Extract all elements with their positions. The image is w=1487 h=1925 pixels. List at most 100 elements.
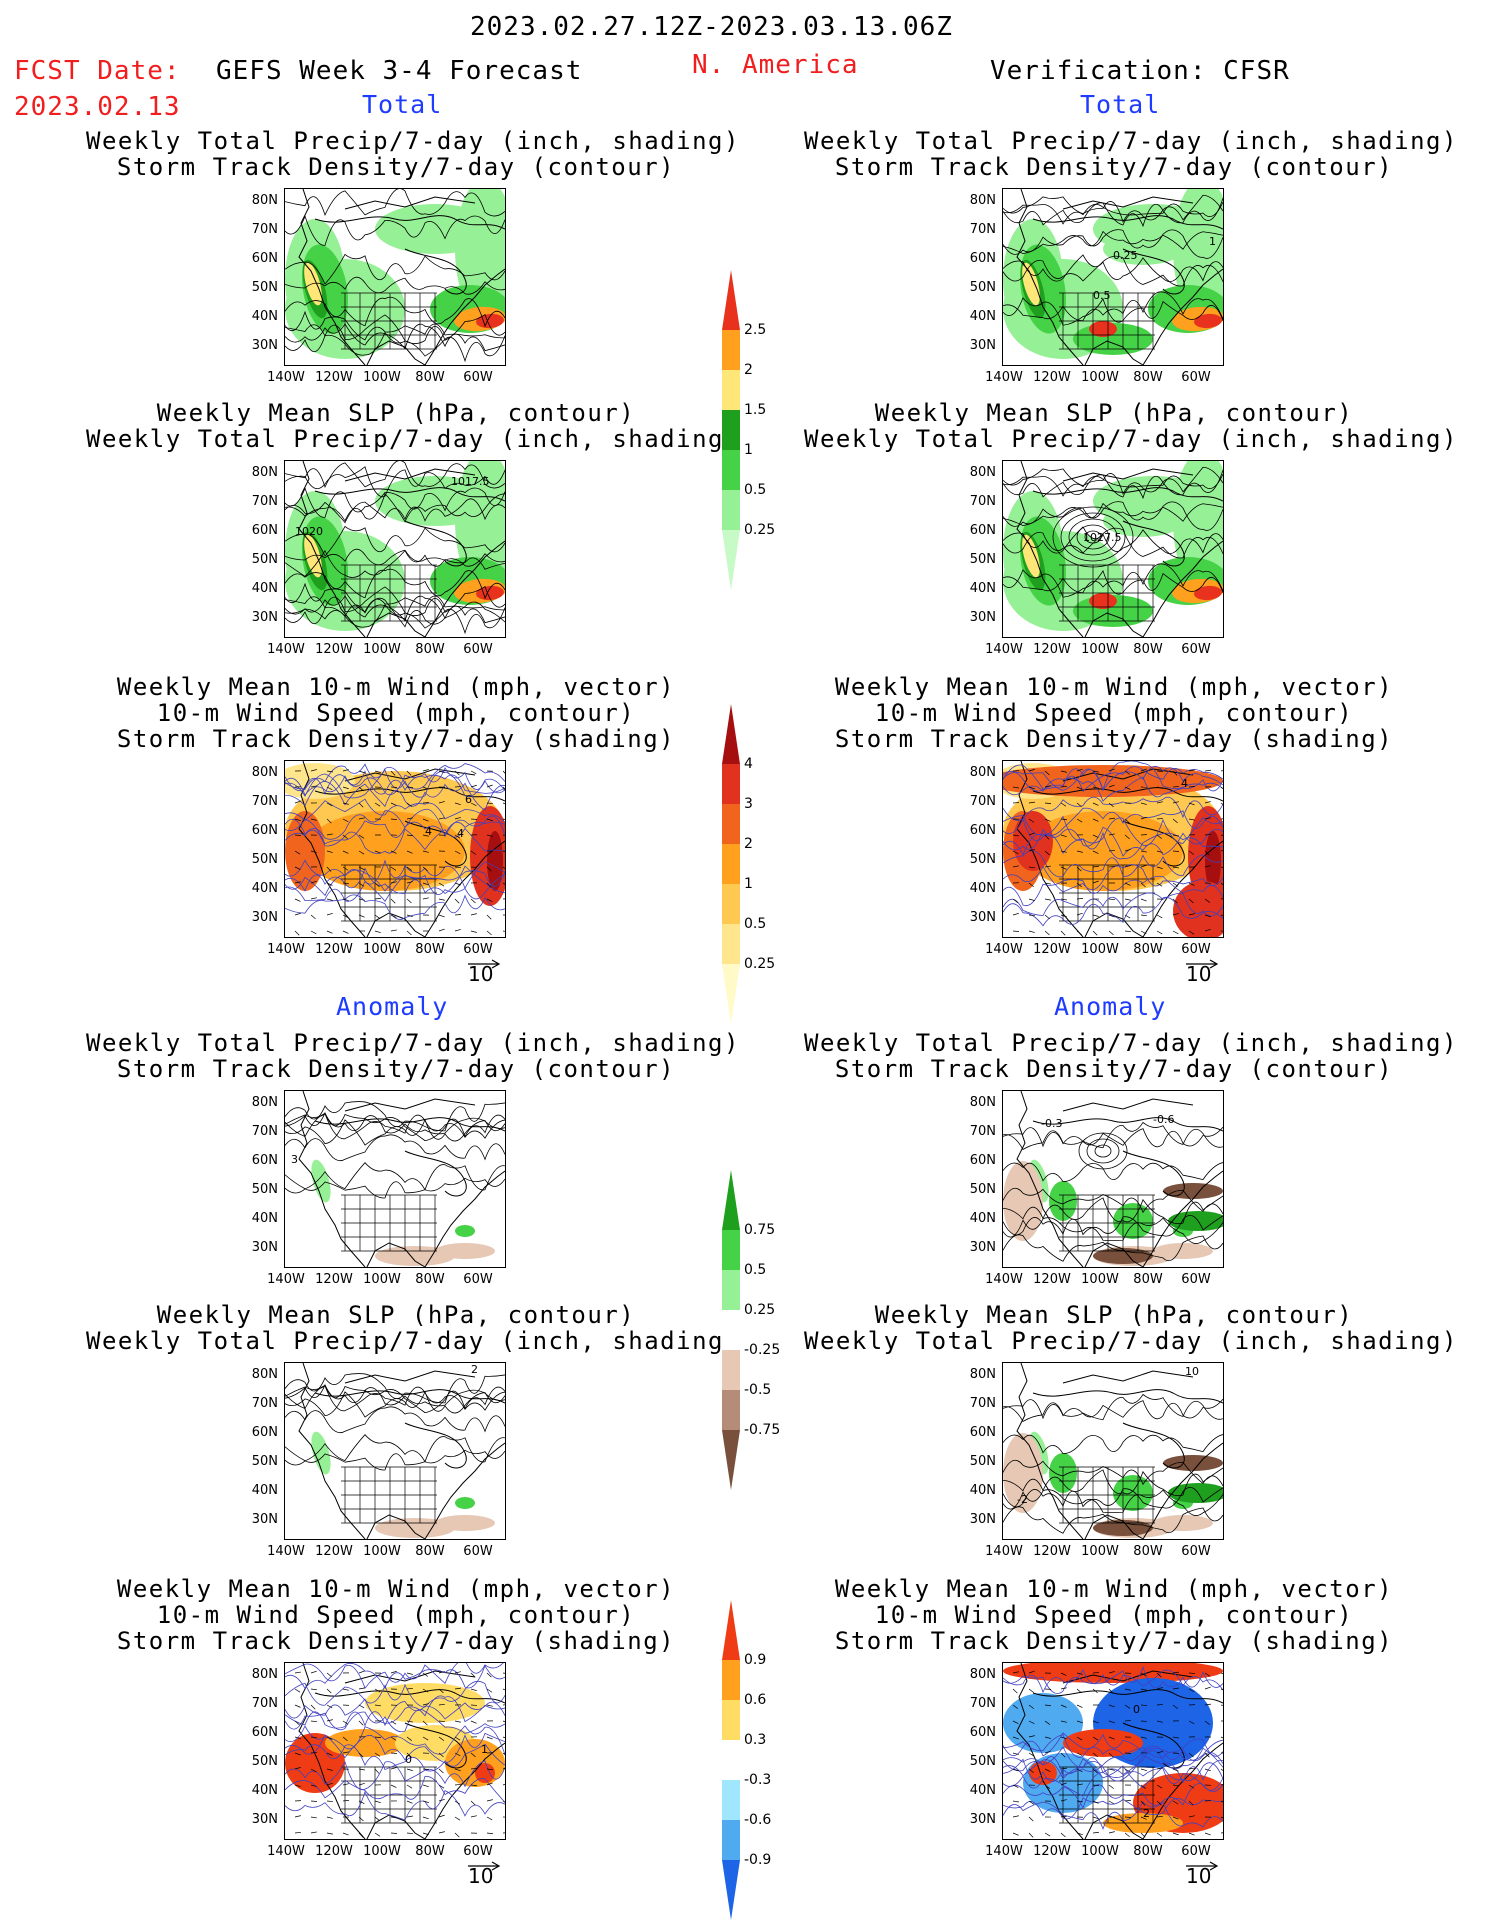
wind-vector (310, 1768, 317, 1773)
wind-vector (1172, 850, 1180, 852)
wind-vector (1204, 1720, 1210, 1725)
wind-vector (1188, 882, 1195, 886)
wind-vector (1076, 1688, 1082, 1694)
wind-vector (502, 818, 505, 820)
shading-region (1153, 1243, 1213, 1259)
wind-vector (470, 818, 478, 820)
wind-vector (1092, 802, 1099, 806)
contour-line (285, 1162, 505, 1191)
wind-vector (1076, 786, 1083, 790)
wind-vector (454, 802, 461, 806)
wind-vector (1108, 1831, 1115, 1834)
shading-region (1093, 1248, 1153, 1264)
wind-vector (342, 1800, 350, 1802)
colorbar-label: 4 (744, 756, 753, 772)
lat-tick-label: 70N (251, 794, 278, 809)
wind-vector (358, 817, 365, 820)
lat-tick-label: 40N (969, 881, 996, 896)
wind-vector (1060, 785, 1067, 788)
contour-line (1003, 1801, 1223, 1831)
wind-vector (502, 850, 505, 853)
wind-vector (326, 1782, 333, 1786)
wind-vector (1028, 898, 1035, 901)
wind-vector (1188, 1815, 1195, 1818)
wind-vector (1156, 818, 1164, 820)
wind-vector (1220, 1688, 1223, 1690)
wind-vector (406, 898, 412, 904)
wind-vector (502, 802, 505, 805)
colorbar-label: -0.6 (744, 1812, 772, 1828)
wind-vector (1140, 1768, 1147, 1771)
lat-tick-label: 40N (969, 581, 996, 596)
wind-vector (1012, 930, 1020, 932)
wind-vector (1076, 768, 1083, 772)
wind-vector (486, 1832, 493, 1835)
wind-vector (1092, 865, 1099, 868)
wind-vector (438, 1768, 444, 1774)
colorbar-label: 2.5 (744, 322, 767, 338)
colorbar-swatch (722, 1700, 740, 1740)
wind-vector (454, 1736, 461, 1741)
lat-tick-label: 80N (251, 193, 278, 208)
wind-vector (1092, 1720, 1099, 1724)
wind-vector (1172, 1800, 1179, 1805)
wind-vector (1108, 817, 1115, 820)
wind-vector (1140, 864, 1147, 868)
wind-vector (1140, 898, 1147, 902)
wind-vector (390, 802, 397, 806)
wind-vector (294, 1671, 301, 1674)
wind-vector (342, 802, 349, 805)
wind-vector (1028, 801, 1035, 804)
wind-vector (438, 898, 445, 901)
wind-vector (1076, 882, 1082, 888)
lon-tick-label: 120W (315, 1844, 353, 1859)
wind-vector (390, 770, 396, 776)
wind-vector (502, 1688, 505, 1691)
wind-vector (358, 1720, 364, 1726)
wind-vector (1092, 914, 1099, 917)
wind-vector (1108, 850, 1116, 852)
wind-vector (1188, 1688, 1195, 1693)
wind-vector (358, 770, 365, 774)
wind-vector (470, 784, 477, 788)
wind-vector (1204, 928, 1211, 932)
panel-title-r1-right: Weekly Total Precip/7-day (inch, shading… (804, 127, 1458, 181)
contour-line (1003, 470, 1223, 500)
contour-label: -2 (1017, 1493, 1028, 1506)
wind-vector (1092, 850, 1099, 854)
wind-vector (1076, 802, 1082, 808)
wind-vector (438, 1671, 445, 1674)
lon-tick-label: 60W (463, 942, 493, 957)
lon-tick-label: 60W (1181, 370, 1211, 385)
colorbar-label: 2 (744, 836, 753, 852)
lat-tick-label: 80N (251, 1667, 278, 1682)
panel-title-r3-left: Weekly Mean 10-m Wind (mph, vector) 10-m … (116, 673, 676, 753)
wind-vector (1028, 1832, 1034, 1838)
contour-line (285, 763, 505, 792)
wind-vector (326, 1736, 333, 1740)
wind-vector (1060, 898, 1067, 901)
shading-region (1093, 1520, 1153, 1536)
contour-line (1003, 1732, 1223, 1757)
wind-vector (358, 1782, 365, 1786)
wind-vector (422, 1703, 429, 1706)
wind-vector (1188, 1832, 1195, 1836)
wind-vector (1156, 786, 1163, 789)
wind-vector (294, 818, 301, 822)
wind-vector (390, 1767, 397, 1770)
wind-vector (1156, 1815, 1163, 1818)
contour-line (285, 1406, 505, 1434)
wind-vector (1220, 882, 1223, 886)
wind-vector (358, 1832, 364, 1838)
wind-vector (422, 1816, 429, 1820)
lat-tick-label: 60N (251, 523, 278, 538)
contour-line (1003, 473, 1223, 497)
lon-tick-label: 100W (1081, 370, 1119, 385)
lat-tick-label: 80N (969, 765, 996, 780)
lon-tick-label: 80W (415, 1844, 445, 1859)
wind-vector (1156, 1767, 1163, 1770)
contour-line (285, 1695, 505, 1724)
contour-line (285, 1725, 505, 1755)
lon-tick-label: 100W (363, 1844, 401, 1859)
contour-line (1003, 563, 1223, 593)
